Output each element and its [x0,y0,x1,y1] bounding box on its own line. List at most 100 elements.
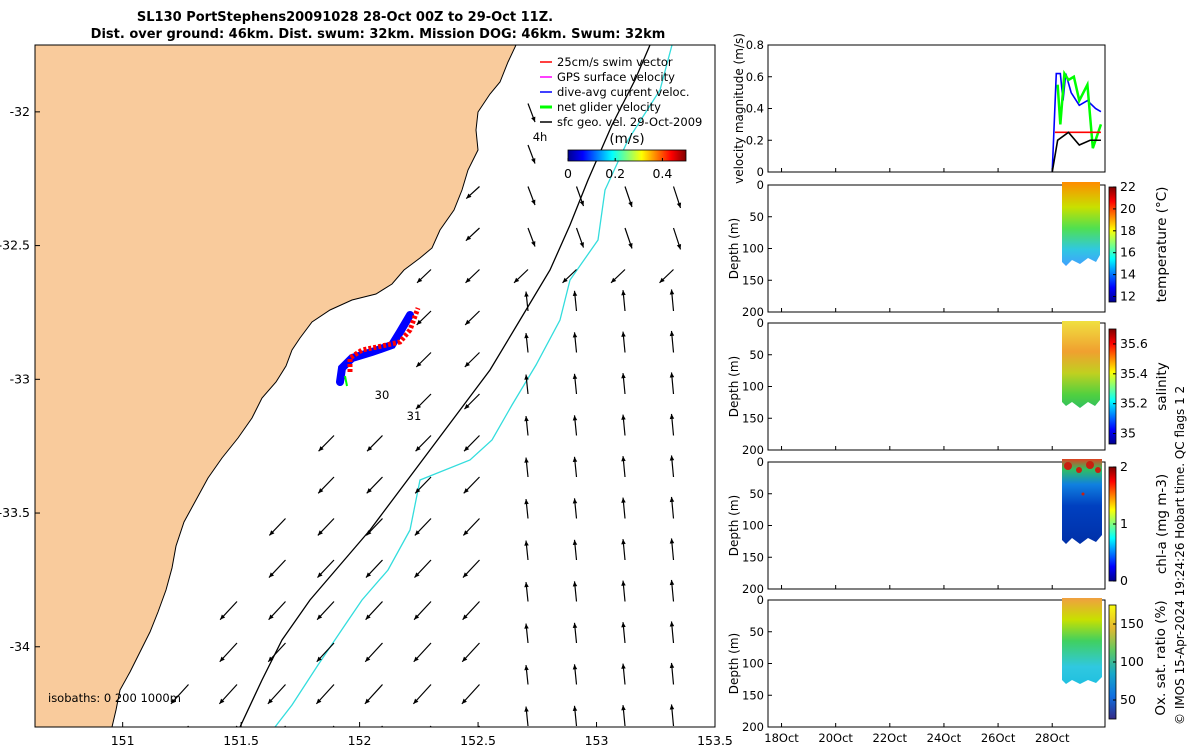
time-label-4h: 4h [533,130,548,144]
velocity-arrow [332,725,335,727]
map-y-tick-label: -34 [10,639,30,654]
velocity-arrow [562,269,577,284]
day-label-30: 30 [375,388,390,402]
panel-y-tick-label: 0.4 [746,102,764,116]
velocity-arrow [572,498,578,519]
legend-label-net: net glider velocity [557,100,661,114]
velocity-arrow [524,374,529,395]
map-y-axis: -32 -32.5 -33 -33.5 -34 [0,104,40,654]
time-axis-tick-label: 28Oct [1035,731,1070,745]
panel-y-label: Depth (m) [727,218,741,279]
panel-y-tick-label: 0 [757,316,764,330]
map-colorbar-ticks: 0 0.2 0.4 [564,158,672,181]
velocity-arrow [621,456,626,478]
velocity-arrow [669,621,675,644]
salinity-panel-frame [767,322,1106,451]
velocity-arrow [464,310,480,326]
panel-y-tick-label: 150 [742,550,764,564]
legend-label-dive: dive-avg current veloc. [557,85,690,99]
time-axis-tick-label: 18Oct [764,731,799,745]
velocity-arrow [462,518,480,536]
colorbar-tick-label: 0 [1120,573,1128,588]
velocity-arrow [524,623,529,644]
velocity-arrow [465,186,480,200]
panel-y-label: Depth (m) [727,495,741,556]
velocity-arrow [268,559,286,578]
velocity-arrow [524,582,529,602]
velocity-arrow [365,518,383,536]
velocity-arrow [464,352,480,368]
velocity-arrow [412,684,432,705]
velocity-arrow [524,416,529,436]
velocity-arrow [364,642,383,663]
copyright-note: © IMOS 15-Apr-2024 19:24:26 Hobart time.… [1173,386,1187,725]
day-label-31: 31 [407,409,422,423]
velocity-arrow [524,457,529,478]
velocity-arrow [218,684,238,705]
colorbar-tick-label: 12 [1120,289,1136,304]
velocity-arrow [317,476,335,494]
panel-y-tick-label: 150 [742,273,764,287]
panel-y-tick-label: 50 [749,625,764,639]
velocity-arrow [170,684,189,705]
velocity-arrow [413,601,432,621]
panel-y-tick-label: 50 [749,348,764,362]
velocity-arrow [219,601,238,621]
velocity-arrow [621,331,626,353]
map-colorbar: (m/s) 0 0.2 0.4 [564,131,687,181]
map-y-tick-label: -32.5 [0,238,30,253]
velocity-arrow [415,435,432,452]
velocity-arrow [465,269,480,284]
colorbar-tick-label: 22 [1120,179,1136,194]
velocity-series-line [1056,69,1103,149]
velocity-arrow [463,435,480,452]
velocity-arrow [669,662,675,685]
colorbar-label: salinity [1154,362,1170,410]
map-x-tick-label: 153.5 [697,733,733,748]
panel-y-tick-label: 0.8 [746,38,764,52]
colorbar-tick-label: 18 [1120,223,1136,238]
velocity-arrow [524,499,529,519]
map-x-tick-label: 151 [111,733,135,748]
legend-label-swim: 25cm/s swim vector [557,55,673,69]
temperature-colorbar [1108,186,1117,303]
panel-y-tick-label: 100 [742,519,764,533]
velocity-arrow [572,332,578,353]
velocity-arrow [527,186,536,206]
velocity-arrow [572,456,578,478]
velocity-arrow [669,496,675,519]
velocity-arrow [659,269,674,284]
velocity-arrow [621,290,626,312]
velocity-arrow [524,333,529,353]
panel-y-tick-label: 200 [742,582,764,596]
isobaths-label: isobaths: 0 200 1000m [48,691,181,705]
colorbar-tick-label: 1 [1120,516,1128,531]
velocity-arrow [463,476,480,494]
velocity-arrow [669,289,675,312]
velocity-series-line [1051,131,1101,173]
panel-y-tick-label: 200 [742,305,764,319]
velocity-arrow [621,580,626,602]
map-colorbar-label: (m/s) [609,131,644,147]
legend-label-gps: GPS surface velocity [557,70,675,84]
velocity-arrow [461,684,480,705]
map-panel: 151 151.5 152 152.5 153 153.5 -32 -32.5 -33 -33.… [0,44,733,748]
velocity-arrow [672,227,682,250]
velocity-arrow [669,538,675,561]
velocity-arrow [219,642,238,663]
velocity-arrow [414,476,432,494]
map-legend: 25cm/s swim vector GPS surface velocity … [540,55,702,129]
panel-y-label: Depth (m) [727,356,741,417]
velocity-arrow [316,601,335,621]
land-mass [35,45,517,727]
panel-y-tick-label: 100 [742,380,764,394]
chla-section [1062,459,1102,544]
colorbar-tick-label: 20 [1120,201,1136,216]
isobath-1000m [274,45,673,727]
velocity-arrow [364,684,383,705]
velocity-arrow [317,559,335,578]
velocity-arrow [669,330,675,353]
map-x-tick-label: 152 [348,733,372,748]
